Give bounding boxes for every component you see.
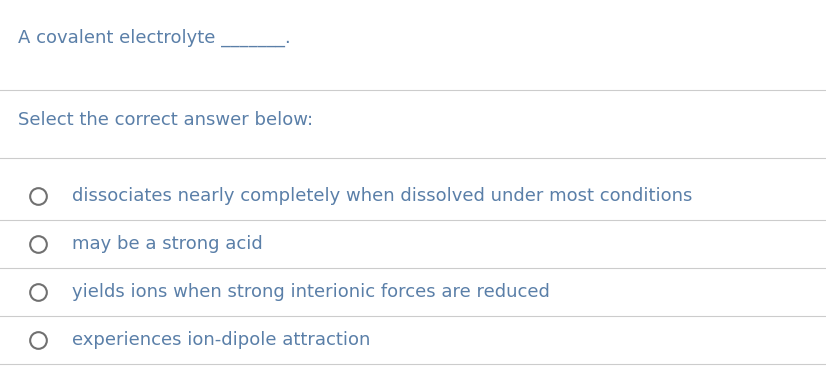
Text: Select the correct answer below:: Select the correct answer below: [18, 111, 313, 129]
Text: yields ions when strong interionic forces are reduced: yields ions when strong interionic force… [72, 283, 550, 301]
Text: dissociates nearly completely when dissolved under most conditions: dissociates nearly completely when disso… [72, 187, 692, 205]
Text: may be a strong acid: may be a strong acid [72, 235, 263, 253]
Text: experiences ion-dipole attraction: experiences ion-dipole attraction [72, 331, 370, 349]
Text: A covalent electrolyte _______.: A covalent electrolyte _______. [18, 29, 291, 47]
